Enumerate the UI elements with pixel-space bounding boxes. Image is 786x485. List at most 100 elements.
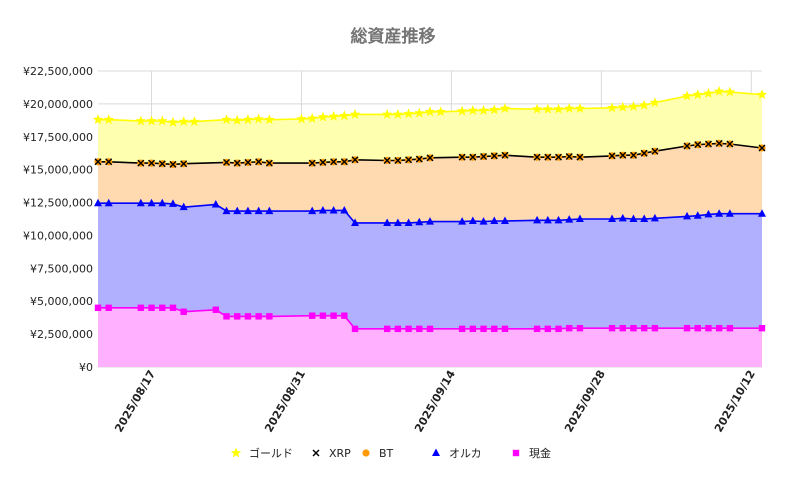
point-1-6-b bbox=[180, 160, 188, 168]
point-1-2 bbox=[137, 159, 145, 167]
point-4-27 bbox=[501, 325, 509, 333]
point-1-15-b bbox=[340, 158, 348, 166]
point-1-12 bbox=[308, 159, 316, 167]
point-0-29 bbox=[499, 103, 511, 113]
x-tick-label-4: 2025/10/12 bbox=[712, 368, 758, 434]
point-4-11 bbox=[255, 313, 262, 320]
point-4-5 bbox=[169, 304, 177, 311]
point-3-5 bbox=[168, 199, 177, 207]
point-1-22-b bbox=[458, 153, 466, 161]
point-4-22 bbox=[426, 325, 434, 333]
point-0-43 bbox=[713, 85, 725, 96]
point-1-41-b bbox=[726, 140, 734, 148]
point-1-11-b bbox=[265, 159, 273, 167]
point-1-37 bbox=[683, 142, 691, 150]
point-4-26 bbox=[491, 325, 498, 333]
area-fills bbox=[98, 91, 762, 368]
point-0-38 bbox=[639, 99, 650, 110]
point-1-30 bbox=[565, 153, 573, 161]
legend-label-3: オルカ bbox=[449, 447, 482, 460]
y-tick-label-3: ¥7,500,000 bbox=[30, 262, 93, 275]
point-3-13 bbox=[308, 206, 317, 215]
point-0-21 bbox=[403, 108, 414, 119]
point-3-38 bbox=[683, 211, 692, 220]
point-1-14-b bbox=[330, 158, 338, 166]
point-0-35 bbox=[606, 102, 618, 113]
point-1-38-b bbox=[694, 141, 702, 149]
point-3-34 bbox=[618, 213, 627, 222]
point-1-19 bbox=[405, 156, 413, 164]
point-1-16 bbox=[351, 156, 359, 164]
point-4-16 bbox=[341, 312, 348, 319]
point-4-39 bbox=[694, 324, 701, 332]
point-3-18 bbox=[383, 218, 392, 226]
point-1-11 bbox=[265, 159, 273, 167]
point-3-16 bbox=[340, 205, 349, 214]
point-1-3 bbox=[148, 159, 156, 167]
point-1-0 bbox=[94, 158, 102, 166]
point-3-36 bbox=[640, 214, 649, 222]
point-0-3 bbox=[146, 115, 157, 126]
point-3-28 bbox=[533, 215, 542, 224]
point-4-35 bbox=[630, 324, 637, 332]
legend-marker-2 bbox=[362, 449, 370, 457]
point-4-17 bbox=[351, 325, 359, 333]
point-0-33 bbox=[564, 103, 575, 113]
point-0-41 bbox=[692, 89, 703, 100]
point-3-30 bbox=[554, 215, 563, 224]
point-3-40 bbox=[704, 209, 713, 218]
point-1-20 bbox=[415, 155, 423, 163]
point-3-19 bbox=[393, 218, 402, 226]
point-3-1 bbox=[104, 198, 113, 207]
point-0-26 bbox=[467, 105, 479, 115]
series-line-0 bbox=[98, 90, 763, 124]
point-1-4-b bbox=[158, 160, 166, 168]
x-tick-label-3: 2025/09/28 bbox=[562, 368, 608, 434]
x-tick-label-2: 2025/09/14 bbox=[412, 368, 458, 435]
point-3-23 bbox=[458, 217, 467, 225]
point-0-28 bbox=[489, 104, 500, 115]
point-0-20 bbox=[392, 108, 404, 119]
y-axis-ticks: ¥0 ¥2,500,000 ¥5,000,000 ¥7,500,000 ¥10,000,… bbox=[23, 65, 93, 374]
y-tick-label-8: ¥20,000,000 bbox=[23, 98, 93, 111]
point-3-4 bbox=[158, 198, 167, 207]
point-4-43 bbox=[758, 324, 766, 332]
point-0-13 bbox=[296, 113, 307, 124]
point-1-23 bbox=[469, 153, 477, 161]
point-0-34 bbox=[574, 103, 586, 113]
point-1-39 bbox=[704, 140, 712, 148]
point-1-28-b bbox=[544, 153, 552, 161]
point-1-5 bbox=[169, 160, 177, 168]
legend-label-0: ゴールド bbox=[249, 446, 293, 460]
point-3-26 bbox=[490, 216, 499, 224]
point-0-15 bbox=[317, 111, 329, 122]
point-3-15 bbox=[329, 205, 338, 214]
point-1-31 bbox=[576, 153, 584, 161]
point-0-19 bbox=[381, 108, 393, 119]
point-3-2 bbox=[136, 198, 145, 207]
point-1-7 bbox=[223, 158, 231, 166]
point-3-10 bbox=[243, 206, 252, 215]
point-0-7 bbox=[189, 116, 200, 127]
point-1-8-b bbox=[233, 159, 241, 167]
point-0-10 bbox=[242, 114, 254, 125]
point-1-42-b bbox=[758, 144, 766, 152]
point-1-6 bbox=[180, 160, 188, 168]
point-4-40 bbox=[705, 324, 712, 332]
point-4-19 bbox=[394, 325, 402, 333]
point-1-1-b bbox=[105, 158, 113, 166]
point-4-32 bbox=[576, 324, 584, 332]
point-0-31 bbox=[542, 103, 553, 114]
point-3-20 bbox=[404, 218, 413, 226]
point-3-39 bbox=[693, 211, 702, 219]
point-4-12 bbox=[266, 313, 273, 320]
y-tick-label-4: ¥10,000,000 bbox=[23, 229, 93, 242]
point-0-12 bbox=[264, 114, 275, 125]
point-3-25 bbox=[479, 217, 488, 225]
y-tick-label-5: ¥12,500,000 bbox=[23, 197, 93, 210]
point-1-19-b bbox=[405, 156, 413, 164]
point-1-29 bbox=[555, 153, 563, 161]
point-4-0 bbox=[94, 304, 102, 311]
point-3-12 bbox=[265, 206, 274, 215]
point-3-37 bbox=[650, 213, 659, 222]
